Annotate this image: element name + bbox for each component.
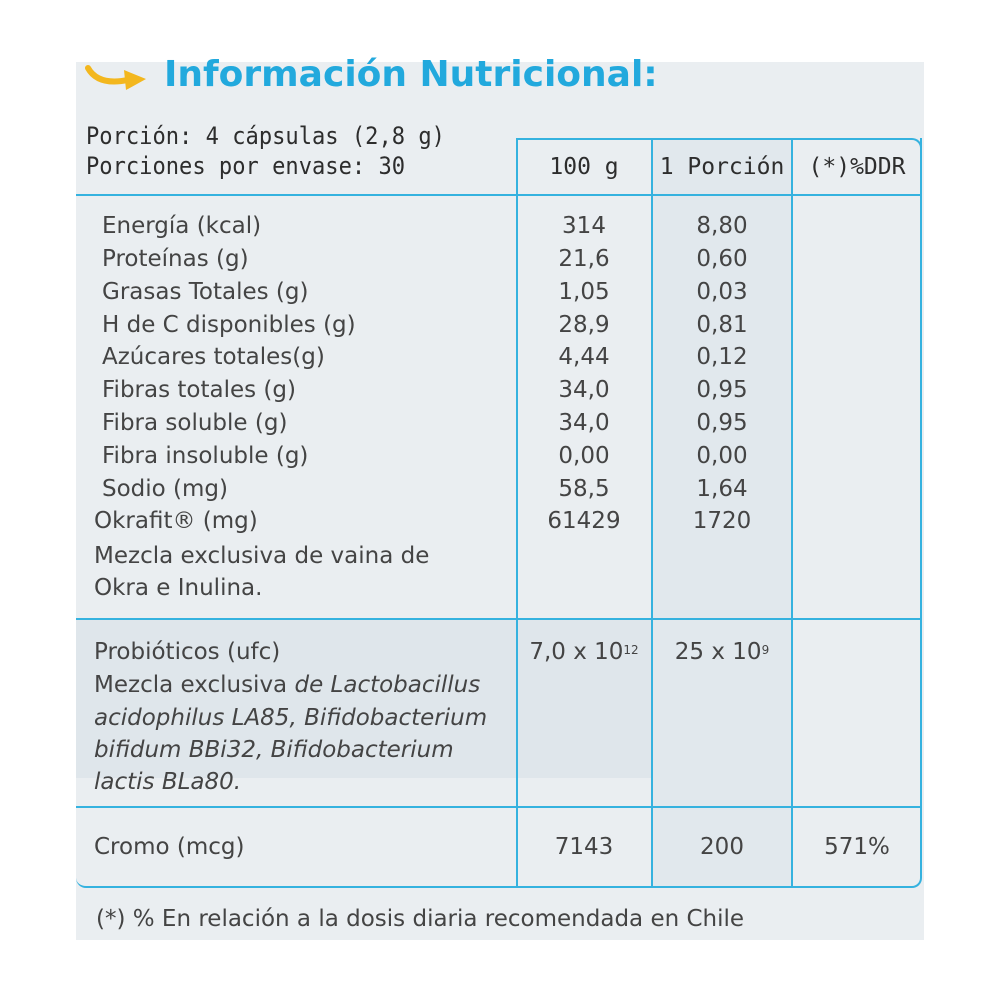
nutrient-name: Fibra soluble (g) [102,410,288,436]
nutrient-value-100g: 0,00 [558,443,610,469]
nutrient-value-100g: 21,6 [558,246,610,272]
servings-per-package: Porciones por envase: 30 [86,152,406,180]
arrow-icon [85,65,146,90]
nutrient-value-100g: 28,9 [558,312,610,338]
nutrient-value-100g: 58,5 [558,476,610,502]
okrafit-value-portion: 1720 [692,508,752,534]
probiotics-100g-base: 7,0 x 10 [529,639,624,665]
nutrient-value-portion: 1,64 [696,476,748,502]
probiotics-value-portion: 25 x 109 [652,636,792,669]
nutrient-value-portion: 0,00 [696,443,748,469]
nutrient-name: H de C disponibles (g) [102,312,356,338]
okrafit-note-line-2: Okra e Inulina. [94,575,263,601]
nutrient-value-100g: 1,05 [558,279,610,305]
probiotics-desc-line-2: acidophilus LA85, Bifidobacterium [94,705,488,731]
nutrient-name: Energía (kcal) [102,213,262,239]
table-header-frame [516,138,922,158]
column-header-ddr: (*)%DDR [808,154,906,180]
probiotics-100g-exponent: 12 [623,643,639,657]
footnote: (*) % En relación a la dosis diaria reco… [96,906,745,932]
okrafit-value-100g: 61429 [547,508,621,534]
probiotics-name: Probióticos (ufc) [94,639,281,665]
nutrient-value-portion: 0,95 [696,377,748,403]
column-divider-2 [651,140,653,888]
probiotics-desc-line-3: bifidum BBi32, Bifidobacterium [94,737,454,763]
portion-column-shade [652,140,792,888]
chromium-name: Cromo (mcg) [94,834,245,860]
nutrient-value-100g: 4,44 [558,344,610,370]
chromium-value-ddr: 571% [824,834,890,860]
nutrient-value-100g: 34,0 [558,377,610,403]
nutrient-name: Fibra insoluble (g) [102,443,309,469]
probiotics-shade [76,620,652,778]
nutrient-value-portion: 0,12 [696,344,748,370]
nutrient-value-portion: 8,80 [696,213,748,239]
probiotics-desc-line-1: Mezcla exclusiva de Lactobacillus [94,669,480,701]
probiotics-desc-prefix: Mezcla exclusiva [94,672,295,698]
probiotics-desc-line-4: lactis BLa80. [94,769,242,795]
nutrient-value-portion: 0,03 [696,279,748,305]
nutrient-name: Sodio (mg) [102,476,228,502]
nutrient-value-portion: 0,81 [696,312,748,338]
probiotics-value-100g: 7,0 x 1012 [518,636,650,669]
nutrient-name: Fibras totales (g) [102,377,296,403]
okrafit-note-line-1: Mezcla exclusiva de vaina de [94,543,430,569]
section-divider-1 [76,618,922,620]
okrafit-unit: (mg) [195,508,258,534]
section-divider-2 [76,806,922,808]
okrafit-brand: Okrafit® [94,508,196,534]
probiotics-desc-strain: de Lactobacillus [294,672,481,698]
nutrient-name: Proteínas (g) [102,246,249,272]
table-frame [76,138,922,888]
nutrient-name: Azúcares totales(g) [102,344,325,370]
probiotics-portion-base: 25 x 10 [674,639,762,665]
serving-size: Porción: 4 cápsulas (2,8 g) [86,122,445,150]
column-divider-3 [791,140,793,888]
nutrient-value-100g: 34,0 [558,410,610,436]
nutrient-value-100g: 314 [562,213,606,239]
nutrient-name: Grasas Totales (g) [102,279,309,305]
nutrient-value-portion: 0,60 [696,246,748,272]
column-header-100g: 100 g [549,154,619,180]
column-header-portion: 1 Porción [659,154,785,180]
chromium-value-portion: 200 [700,834,744,860]
heading: Información Nutricional: [76,54,776,104]
header-divider [76,194,922,196]
okrafit-name: Okrafit® (mg) [94,505,258,538]
column-divider-1 [516,140,518,888]
chromium-value-100g: 7143 [554,834,614,860]
heading-title: Información Nutricional: [164,54,658,95]
nutrient-value-portion: 0,95 [696,410,748,436]
probiotics-portion-exponent: 9 [761,643,770,657]
